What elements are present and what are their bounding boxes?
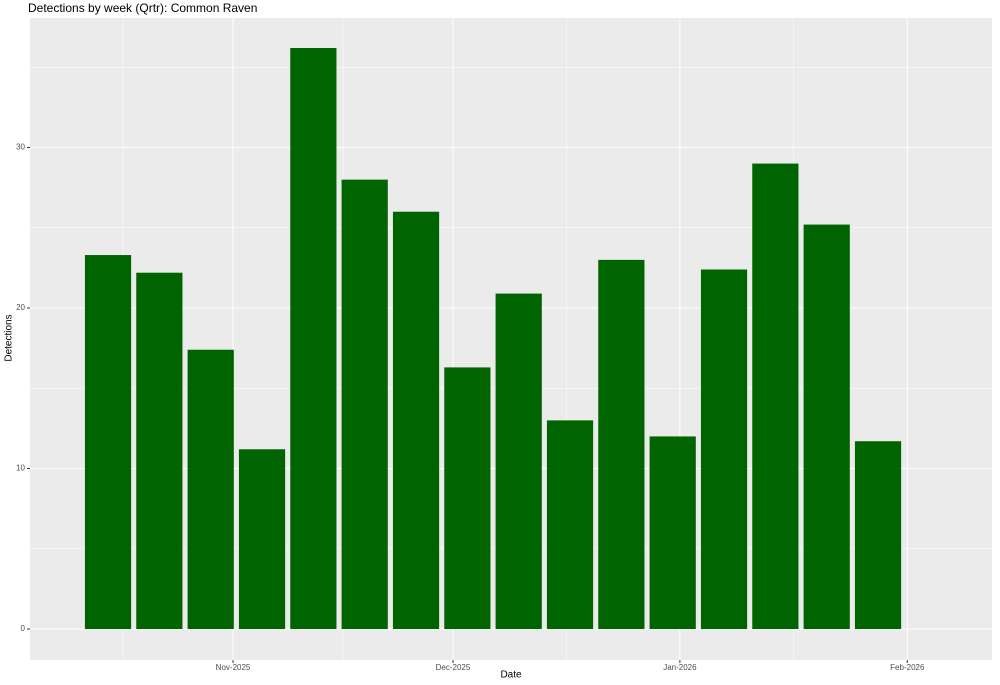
y-tick-label: 0 [21,624,26,633]
y-tick-label: 10 [16,464,25,473]
bar [341,179,388,630]
bar [136,272,183,630]
y-tick-label: 30 [16,143,25,152]
bar [238,449,286,630]
bar [444,367,491,630]
x-tick-label: Nov-2025 [216,663,251,672]
y-axis-label: Detections [4,314,15,361]
bar [187,349,234,630]
bar [392,211,440,630]
chart-title: Detections by week (Qrtr): Common Raven [28,1,257,15]
x-tick-label: Jan-2026 [663,663,697,672]
y-tick-label: 20 [16,303,25,312]
bar [700,269,748,630]
bar [290,48,337,630]
bar [854,441,902,630]
bar [495,293,542,630]
bar [752,163,799,630]
bar [84,255,132,630]
bar [598,259,645,630]
bar [803,224,850,630]
bar [649,436,696,630]
x-tick-label: Feb-2026 [890,663,925,672]
x-axis-label: Date [500,670,522,681]
bar [546,420,594,630]
x-tick-label: Dec-2025 [436,663,471,672]
